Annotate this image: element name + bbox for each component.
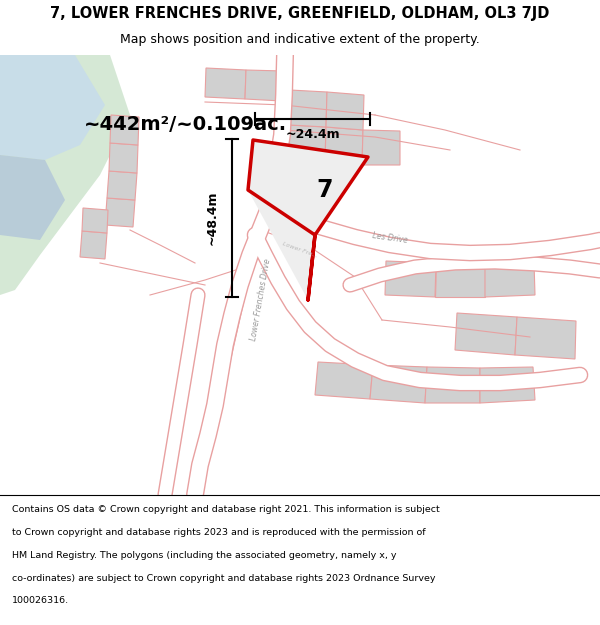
Polygon shape: [288, 125, 326, 162]
Text: HM Land Registry. The polygons (including the associated geometry, namely x, y: HM Land Registry. The polygons (includin…: [12, 551, 397, 560]
Polygon shape: [362, 130, 400, 165]
Text: 7: 7: [317, 178, 333, 202]
Text: Lower Fre...: Lower Fre...: [282, 241, 318, 259]
Polygon shape: [435, 263, 485, 297]
Text: ~442m²/~0.109ac.: ~442m²/~0.109ac.: [83, 116, 287, 134]
Polygon shape: [370, 365, 427, 403]
Text: 7, LOWER FRENCHES DRIVE, GREENFIELD, OLDHAM, OL3 7JD: 7, LOWER FRENCHES DRIVE, GREENFIELD, OLD…: [50, 6, 550, 21]
Polygon shape: [325, 127, 363, 165]
Polygon shape: [109, 143, 138, 173]
Text: Les Drive: Les Drive: [371, 231, 409, 245]
Polygon shape: [326, 92, 364, 130]
Polygon shape: [110, 115, 139, 145]
Polygon shape: [82, 208, 108, 233]
Polygon shape: [315, 362, 373, 399]
Polygon shape: [289, 90, 327, 127]
Polygon shape: [455, 313, 517, 355]
Polygon shape: [248, 140, 368, 300]
Polygon shape: [0, 55, 130, 295]
Text: to Crown copyright and database rights 2023 and is reproduced with the permissio: to Crown copyright and database rights 2…: [12, 528, 425, 537]
Polygon shape: [245, 70, 283, 101]
Polygon shape: [425, 367, 480, 403]
Polygon shape: [205, 68, 246, 99]
Text: 100026316.: 100026316.: [12, 596, 69, 606]
Polygon shape: [107, 171, 137, 200]
Polygon shape: [80, 231, 107, 259]
Polygon shape: [0, 155, 65, 240]
Polygon shape: [0, 55, 105, 160]
Polygon shape: [515, 317, 576, 359]
Text: ~48.4m: ~48.4m: [205, 191, 218, 245]
Text: Contains OS data © Crown copyright and database right 2021. This information is : Contains OS data © Crown copyright and d…: [12, 506, 440, 514]
Polygon shape: [485, 262, 535, 297]
Polygon shape: [105, 198, 135, 227]
Text: Map shows position and indicative extent of the property.: Map shows position and indicative extent…: [120, 33, 480, 46]
Text: ~24.4m: ~24.4m: [285, 129, 340, 141]
Text: Lower Frenches Drive: Lower Frenches Drive: [250, 258, 272, 342]
Text: co-ordinates) are subject to Crown copyright and database rights 2023 Ordnance S: co-ordinates) are subject to Crown copyr…: [12, 574, 436, 582]
Polygon shape: [385, 261, 436, 297]
Polygon shape: [480, 367, 535, 403]
